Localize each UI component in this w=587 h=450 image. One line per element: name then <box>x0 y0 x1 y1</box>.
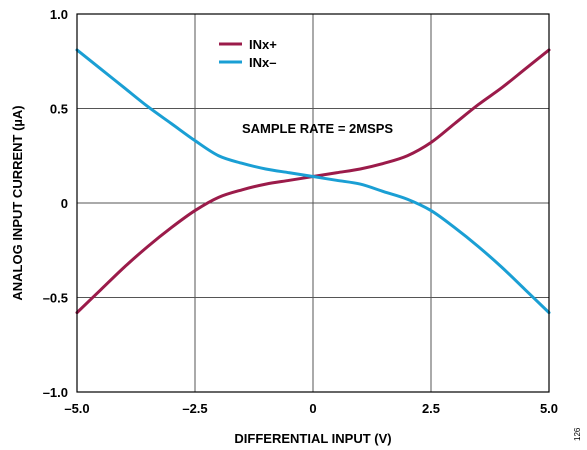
x-tick-label: –5.0 <box>64 401 89 416</box>
y-tick-label: 0 <box>61 196 68 211</box>
x-tick-label: 2.5 <box>422 401 440 416</box>
x-tick-label: 5.0 <box>540 401 558 416</box>
x-tick-label: 0 <box>309 401 316 416</box>
y-tick-label: –1.0 <box>43 385 68 400</box>
legend: INx+ INx– <box>219 37 277 70</box>
grid <box>77 14 549 392</box>
series-layer <box>75 48 551 315</box>
y-axis-title: ANALOG INPUT CURRENT (µA) <box>10 105 25 300</box>
x-tick-label: –2.5 <box>182 401 207 416</box>
series-line-inx-minus <box>75 48 551 315</box>
figure-number: 126 <box>573 427 582 441</box>
legend-label-inx-minus: INx– <box>249 55 276 70</box>
y-tick-label: –0.5 <box>43 291 68 306</box>
legend-label-inx-plus: INx+ <box>249 37 277 52</box>
x-tick-labels: –5.0 –2.5 0 2.5 5.0 <box>64 401 558 416</box>
plot-frame <box>76 13 550 393</box>
y-tick-label: 1.0 <box>50 7 68 22</box>
x-axis-title: DIFFERENTIAL INPUT (V) <box>234 431 391 446</box>
sample-rate-annotation: SAMPLE RATE = 2MSPS <box>242 121 393 136</box>
y-tick-label: 0.5 <box>50 102 68 117</box>
y-tick-labels: –1.0 –0.5 0 0.5 1.0 <box>43 7 68 400</box>
